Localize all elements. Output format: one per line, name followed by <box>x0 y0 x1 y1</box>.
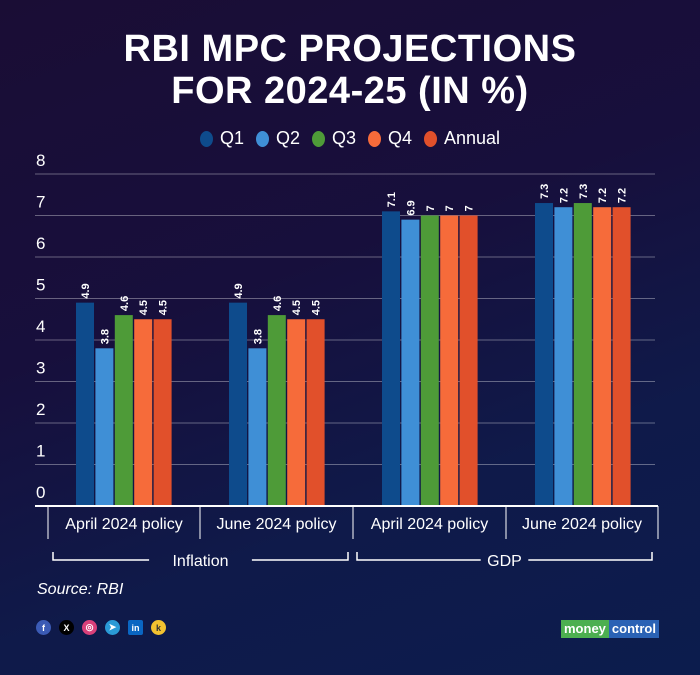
legend-label: Q4 <box>387 128 412 148</box>
data-label: 4.5 <box>138 300 150 315</box>
data-label: 4.6 <box>119 296 131 311</box>
social-icons: f X ◎ ➤ in k <box>36 620 166 635</box>
category-label: June 2024 policy <box>522 516 642 533</box>
group-label: Inflation <box>172 553 228 570</box>
legend: Q1 Q2 Q3 Q4 Annual <box>0 128 700 149</box>
y-tick-label: 4 <box>36 317 45 336</box>
bar-q3 <box>420 215 439 506</box>
data-label: 4.6 <box>272 296 284 311</box>
data-label: 7.2 <box>597 188 609 203</box>
legend-item-q3: Q3 <box>311 128 356 149</box>
instagram-icon[interactable]: ◎ <box>82 620 97 635</box>
group-bracket <box>52 552 150 561</box>
data-label: 4.9 <box>233 283 245 298</box>
bar-q4 <box>134 319 153 506</box>
category-label: April 2024 policy <box>65 516 182 533</box>
bar-q3 <box>114 315 133 506</box>
group-bracket <box>251 552 349 561</box>
bar-q1 <box>229 302 247 506</box>
legend-swatch <box>311 130 325 147</box>
data-label: 7 <box>444 205 456 211</box>
data-label: 7 <box>464 205 476 211</box>
y-tick-label: 7 <box>36 193 45 212</box>
y-tick-label: 8 <box>36 151 45 170</box>
legend-item-q4: Q4 <box>367 128 412 149</box>
bar-q2 <box>401 219 420 506</box>
bar-q4 <box>287 319 306 506</box>
data-label: 7.3 <box>539 184 551 199</box>
y-tick-label: 6 <box>36 234 45 253</box>
group-bracket <box>528 552 653 561</box>
bar-q2 <box>248 348 267 506</box>
legend-swatch <box>199 130 213 147</box>
data-label: 7.1 <box>386 192 398 207</box>
source-note: Source: RBI <box>37 581 124 598</box>
group-bracket <box>356 552 481 561</box>
category-label: June 2024 policy <box>216 516 336 533</box>
data-label: 4.5 <box>311 300 323 315</box>
y-tick-label: 3 <box>36 359 45 378</box>
logo-part-control: control <box>608 620 659 638</box>
bar-annual <box>153 319 172 506</box>
moneycontrol-logo: money control <box>561 620 659 638</box>
data-label: 7.2 <box>617 188 629 203</box>
bar-annual <box>612 207 631 506</box>
legend-item-annual: Annual <box>424 128 500 149</box>
bar-annual <box>459 215 478 506</box>
bar-q3 <box>573 203 592 507</box>
bar-q1 <box>382 211 400 506</box>
legend-label: Q2 <box>275 128 300 148</box>
bar-q4 <box>593 207 612 506</box>
x-icon[interactable]: X <box>59 620 74 635</box>
chart-title: RBI MPC PROJECTIONS FOR 2024-25 (IN %) <box>0 28 700 112</box>
bar-q1 <box>76 302 94 506</box>
data-label: 3.8 <box>99 329 111 344</box>
legend-item-q1: Q1 <box>199 128 244 149</box>
data-label: 4.5 <box>158 300 170 315</box>
data-label: 6.9 <box>405 200 417 215</box>
legend-swatch <box>255 130 269 147</box>
data-label: 3.8 <box>252 329 264 344</box>
koo-icon[interactable]: k <box>151 620 166 635</box>
bar-annual <box>306 319 325 506</box>
legend-label: Q1 <box>219 128 244 148</box>
facebook-icon[interactable]: f <box>36 620 51 635</box>
legend-swatch <box>424 130 437 147</box>
category-label: April 2024 policy <box>371 516 488 533</box>
y-tick-label: 2 <box>36 400 45 419</box>
linkedin-icon[interactable]: in <box>128 620 143 635</box>
bar-chart: 0 1 2 3 4 5 6 7 8 4.9 4.9 7.1 7.3 3.8 3.8 6.9 7.2 4.6 4.6 7… <box>36 151 653 570</box>
title-line-1: RBI MPC PROJECTIONS <box>123 28 577 70</box>
data-label: 4.9 <box>80 283 92 298</box>
legend-label: Q3 <box>331 128 356 148</box>
legend-item-q2: Q2 <box>255 128 300 149</box>
data-label: 7.3 <box>578 184 590 199</box>
y-tick-label: 5 <box>36 276 45 295</box>
bar-q2 <box>554 207 573 506</box>
y-tick-label: 0 <box>36 483 45 502</box>
title-line-2: FOR 2024-25 (IN %) <box>171 70 529 112</box>
bar-q4 <box>440 215 459 506</box>
data-label: 7.2 <box>558 188 570 203</box>
legend-label: Annual <box>444 128 501 148</box>
bar-q1 <box>535 203 553 507</box>
data-label: 7 <box>425 205 437 211</box>
legend-swatch <box>367 130 381 147</box>
logo-part-money: money <box>561 620 609 638</box>
y-tick-label: 1 <box>36 442 45 461</box>
data-label: 4.5 <box>291 300 303 315</box>
group-label: GDP <box>487 553 522 570</box>
telegram-icon[interactable]: ➤ <box>105 620 120 635</box>
bar-q3 <box>267 315 286 506</box>
bar-q2 <box>95 348 114 506</box>
